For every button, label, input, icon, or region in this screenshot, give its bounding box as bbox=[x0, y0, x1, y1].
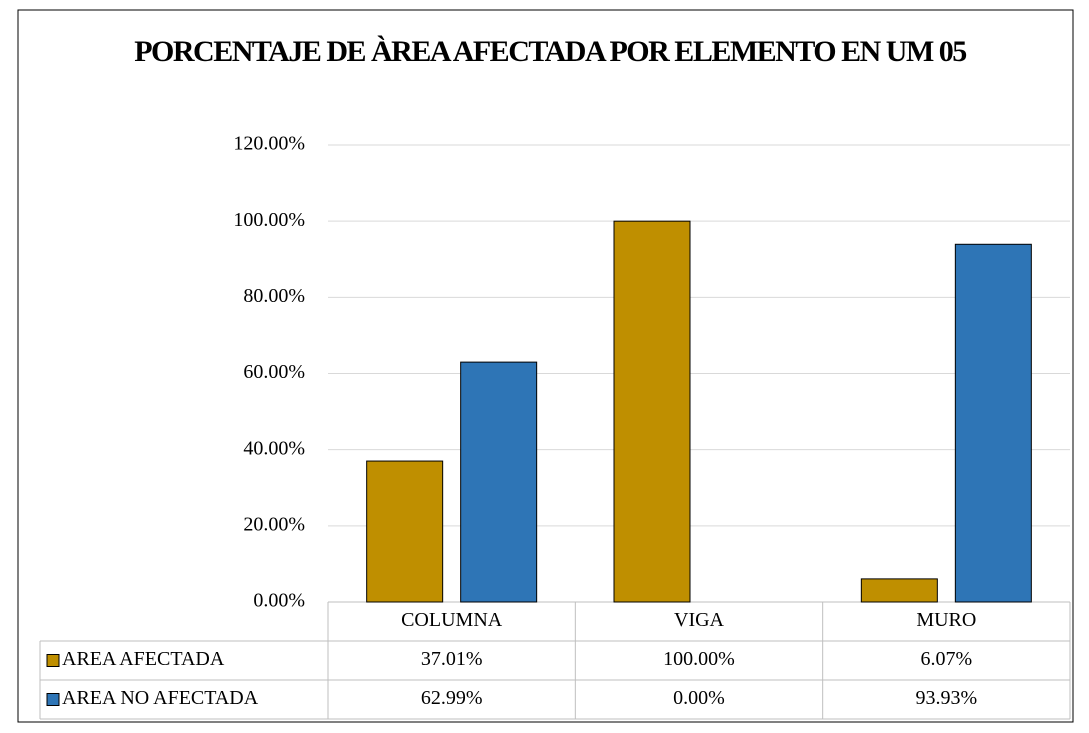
y-tick-label: 80.00% bbox=[243, 285, 305, 307]
x-tick-label: COLUMNA bbox=[401, 609, 503, 631]
y-tick-label: 20.00% bbox=[243, 513, 305, 535]
y-tick-label: 0.00% bbox=[253, 590, 305, 612]
y-tick-label: 120.00% bbox=[233, 133, 305, 155]
chart-border bbox=[17, 9, 1074, 723]
legend-label: AREA AFECTADA bbox=[62, 648, 225, 670]
bar bbox=[613, 220, 691, 603]
bar bbox=[954, 243, 1032, 603]
bar bbox=[366, 460, 444, 603]
chart-title: PORCENTAJE DE ÀREA AFECTADA POR ELEMENTO… bbox=[134, 35, 967, 68]
table-value: 37.01% bbox=[421, 648, 483, 670]
legend-swatch bbox=[46, 654, 60, 667]
bar bbox=[460, 361, 538, 603]
table-value: 6.07% bbox=[920, 648, 972, 670]
bar bbox=[860, 578, 938, 603]
table-value: 0.00% bbox=[673, 687, 725, 709]
legend-swatch bbox=[46, 693, 60, 706]
y-tick-label: 60.00% bbox=[243, 361, 305, 383]
x-tick-label: VIGA bbox=[674, 609, 725, 631]
y-tick-label: 100.00% bbox=[233, 209, 305, 231]
table-value: 62.99% bbox=[421, 687, 483, 709]
table-value: 93.93% bbox=[915, 687, 977, 709]
legend-label: AREA NO AFECTADA bbox=[62, 687, 259, 709]
x-tick-label: MURO bbox=[916, 609, 976, 631]
table-value: 100.00% bbox=[663, 648, 735, 670]
y-tick-label: 40.00% bbox=[243, 437, 305, 459]
